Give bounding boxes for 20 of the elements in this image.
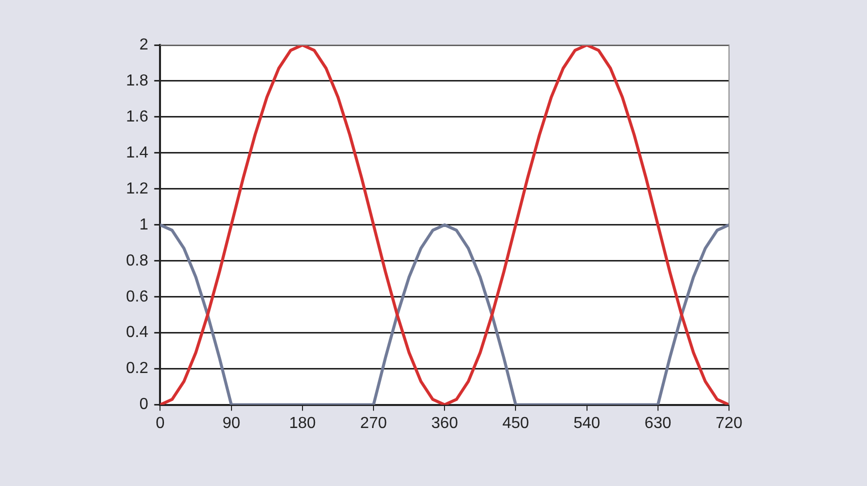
x-tick-label: 270 <box>360 414 387 432</box>
x-tick-label: 0 <box>156 414 165 432</box>
x-tick-label: 360 <box>431 414 458 432</box>
x-tick-label: 450 <box>502 414 530 432</box>
y-tick-label: 1.8 <box>126 72 148 90</box>
y-tick-label: 0 <box>139 396 148 414</box>
y-tick-label: 0.6 <box>126 288 148 306</box>
x-tick-label: 540 <box>573 414 600 432</box>
x-tick-label: 720 <box>716 414 742 432</box>
y-tick-label: 0.8 <box>126 252 148 270</box>
y-tick-label: 0.2 <box>126 360 148 378</box>
y-tick-label: 0.4 <box>126 324 148 342</box>
y-tick-label: 1 <box>139 216 148 234</box>
y-tick-label: 2 <box>139 36 148 54</box>
y-tick-label: 1.2 <box>126 180 148 198</box>
y-tick-label: 1.6 <box>126 108 148 126</box>
x-tick-label: 90 <box>222 414 240 432</box>
y-tick-label: 1.4 <box>126 144 148 162</box>
x-tick-label: 180 <box>289 414 316 432</box>
x-tick-label: 630 <box>644 414 672 432</box>
